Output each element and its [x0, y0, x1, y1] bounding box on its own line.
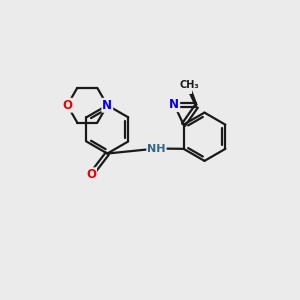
- Text: S: S: [183, 80, 191, 93]
- Text: N: N: [102, 99, 112, 112]
- Text: O: O: [86, 168, 96, 181]
- Text: O: O: [62, 99, 72, 112]
- Text: NH: NH: [147, 143, 166, 154]
- Text: N: N: [169, 98, 179, 111]
- Text: CH₃: CH₃: [179, 80, 199, 90]
